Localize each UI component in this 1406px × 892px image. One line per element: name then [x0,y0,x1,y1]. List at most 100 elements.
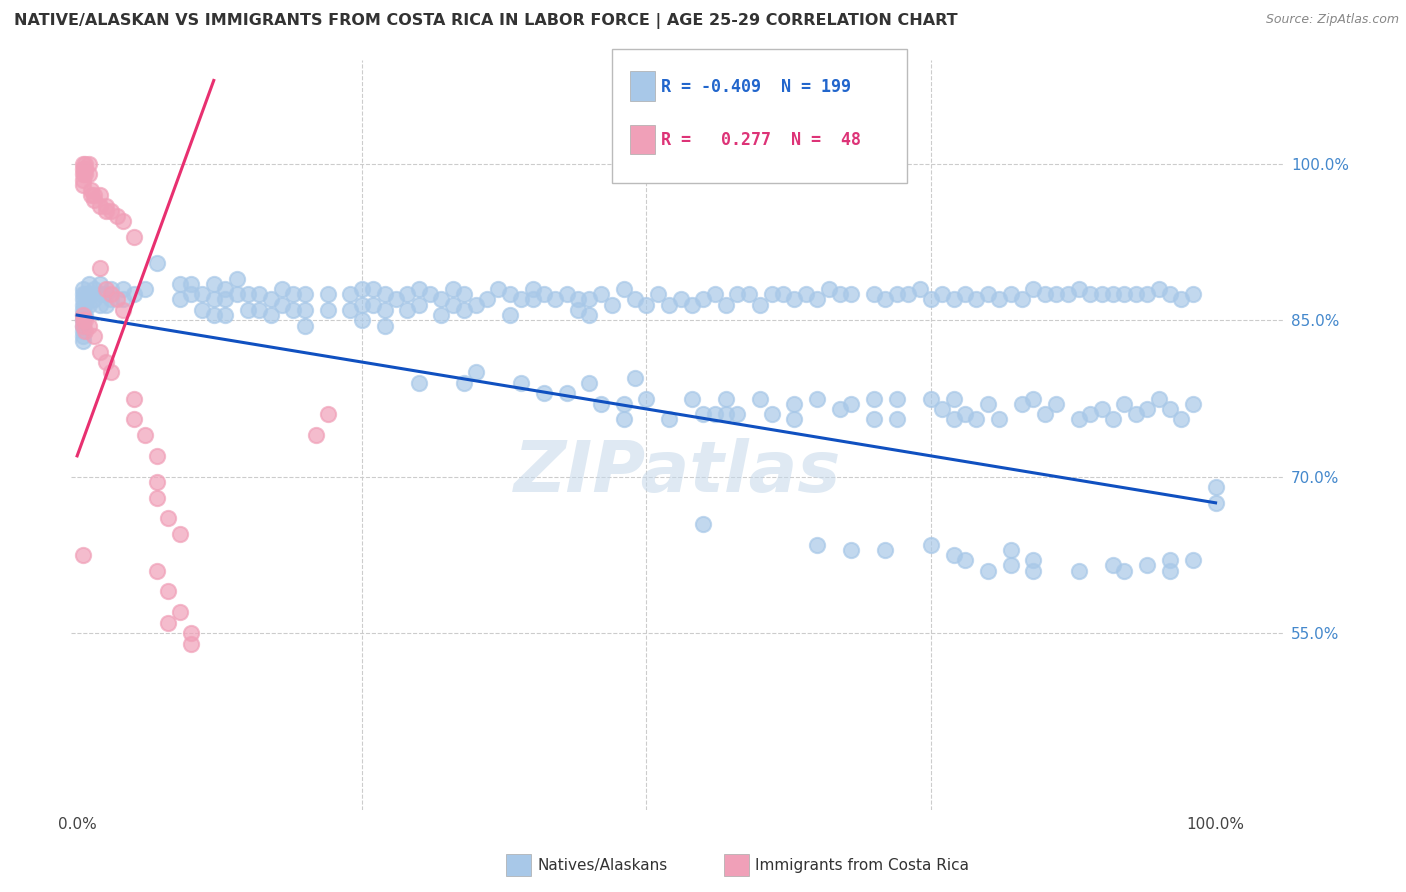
Point [555,287,578,301]
Point [169,527,191,541]
Point [953,553,976,567]
Point [408,376,430,390]
Point [475,293,498,307]
Point [578,293,600,307]
Point [373,302,395,317]
Point [1136,401,1159,416]
Point [214,282,236,296]
Point [350,282,373,296]
Point [225,287,247,301]
Point [464,298,486,312]
Point [863,392,886,406]
Point [77,298,100,312]
Point [236,302,259,317]
Point [589,397,612,411]
Point [681,392,703,406]
Point [77,167,100,181]
Point [75,162,97,177]
Point [72,329,94,343]
Point [1136,287,1159,301]
Point [714,407,737,421]
Point [339,302,361,317]
Text: ZIPatlas: ZIPatlas [515,438,841,507]
Point [920,293,942,307]
Point [441,282,464,296]
Point [1078,407,1101,421]
Point [271,298,294,312]
Point [134,428,156,442]
Point [260,293,283,307]
Point [191,287,214,301]
Point [1170,412,1192,426]
Point [89,277,111,291]
Point [522,293,544,307]
Point [180,637,202,651]
Point [408,282,430,296]
Point [613,282,636,296]
Point [94,355,117,369]
Point [1102,287,1125,301]
Point [1181,287,1204,301]
Point [749,392,772,406]
Point [897,287,920,301]
Point [738,287,761,301]
Point [89,198,111,212]
Point [1102,412,1125,426]
Point [72,157,94,171]
Point [783,293,806,307]
Point [146,475,169,489]
Point [1205,496,1227,510]
Point [988,293,1011,307]
Point [83,188,105,202]
Point [169,277,191,291]
Point [72,313,94,327]
Point [1205,480,1227,494]
Point [464,366,486,380]
Point [1067,412,1090,426]
Point [111,282,134,296]
Point [453,287,475,301]
Point [350,313,373,327]
Point [111,214,134,228]
Point [761,287,783,301]
Point [692,516,714,531]
Point [72,162,94,177]
Point [636,392,658,406]
Point [316,302,339,317]
Point [83,293,105,307]
Point [75,287,97,301]
Point [94,198,117,212]
Point [89,298,111,312]
Point [875,542,897,557]
Point [361,282,384,296]
Point [373,287,395,301]
Point [94,282,117,296]
Point [146,256,169,270]
Point [385,293,408,307]
Point [1114,564,1136,578]
Point [966,412,988,426]
Point [875,293,897,307]
Point [350,298,373,312]
Point [966,293,988,307]
Point [1114,397,1136,411]
Point [157,615,180,630]
Point [839,542,862,557]
Point [942,548,965,562]
Point [72,308,94,322]
Point [373,318,395,333]
Point [453,376,475,390]
Point [75,324,97,338]
Point [180,626,202,640]
Point [180,287,202,301]
Point [146,449,169,463]
Point [886,392,908,406]
Point [316,287,339,301]
Point [533,287,555,301]
Point [72,287,94,301]
Point [100,287,122,301]
Point [361,298,384,312]
Point [100,293,122,307]
Point [703,287,725,301]
Point [1181,397,1204,411]
